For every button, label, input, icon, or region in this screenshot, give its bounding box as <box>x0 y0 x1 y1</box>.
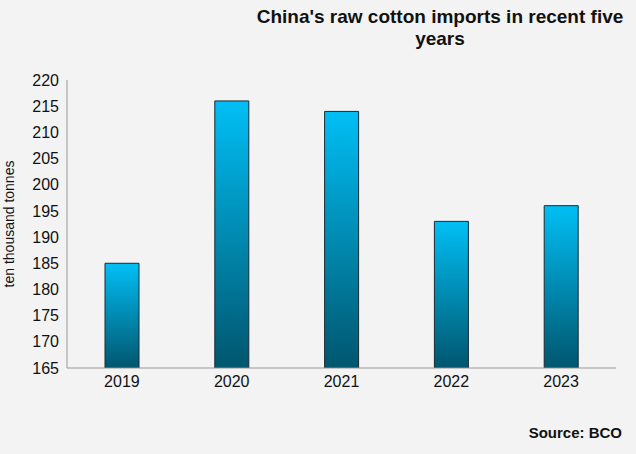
svg-text:2023: 2023 <box>543 373 579 390</box>
svg-text:190: 190 <box>32 229 59 246</box>
svg-text:2020: 2020 <box>214 373 250 390</box>
svg-text:210: 210 <box>32 124 59 141</box>
svg-text:220: 220 <box>32 72 59 89</box>
svg-text:215: 215 <box>32 98 59 115</box>
svg-text:185: 185 <box>32 255 59 272</box>
html-text:Source: BCO: Source: BCO <box>528 424 622 441</box>
svg-text:ten thousand tonnes: ten thousand tonnes <box>1 161 17 288</box>
svg-text:205: 205 <box>32 150 59 167</box>
svg-text:180: 180 <box>32 281 59 298</box>
svg-text:165: 165 <box>32 360 59 377</box>
svg-text:200: 200 <box>32 176 59 193</box>
svg-text:175: 175 <box>32 307 59 324</box>
svg-text:195: 195 <box>32 203 59 220</box>
svg-text:2022: 2022 <box>434 373 470 390</box>
html-text:China's raw cotton imports in: China's raw cotton imports in recent fiv… <box>256 6 624 49</box>
svg-text:170: 170 <box>32 333 59 350</box>
svg-text:2019: 2019 <box>104 373 140 390</box>
svg-text:2021: 2021 <box>324 373 360 390</box>
